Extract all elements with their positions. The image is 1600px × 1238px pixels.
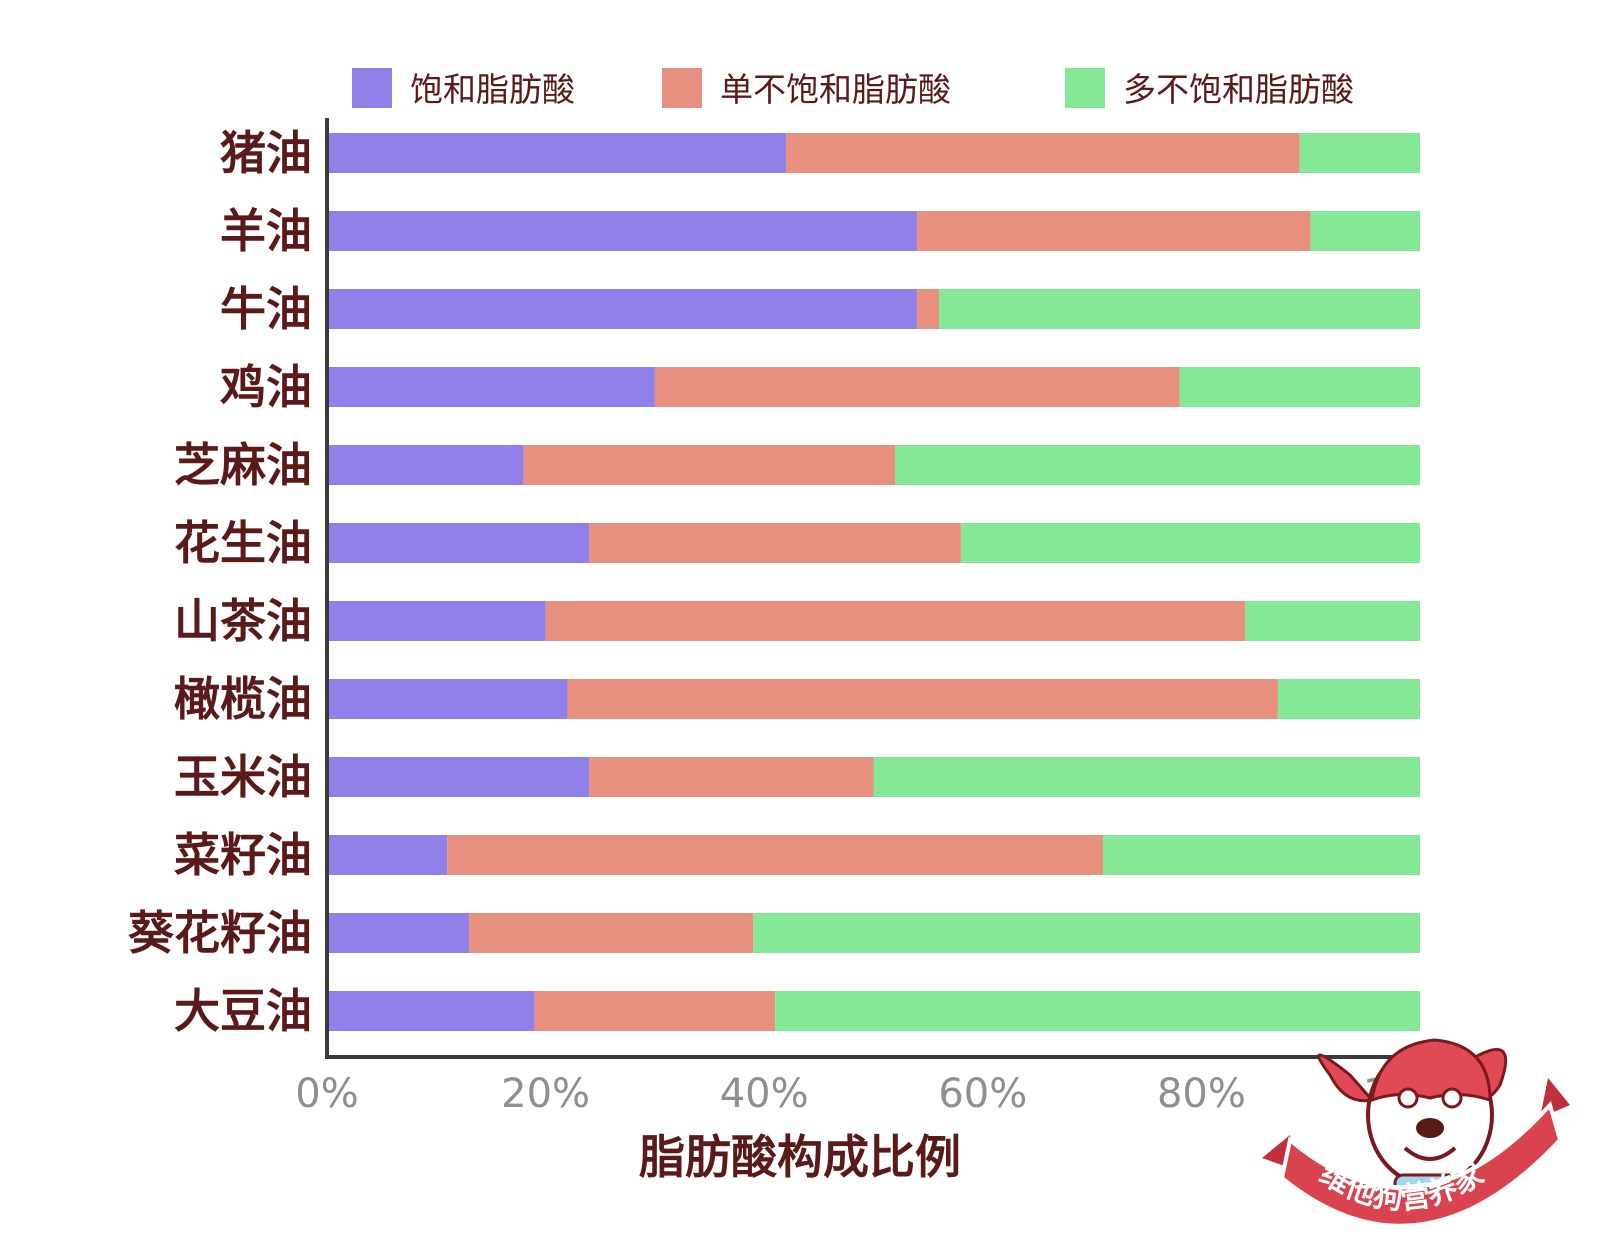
bar-segment bbox=[545, 601, 1246, 641]
bar-segment bbox=[786, 133, 1300, 173]
bar-segment bbox=[873, 757, 1420, 797]
x-tick-label: 20% bbox=[501, 1071, 590, 1117]
bar-segment bbox=[1245, 601, 1420, 641]
category-label: 山茶油 bbox=[174, 594, 312, 648]
bar-segment bbox=[939, 289, 1420, 329]
bar-segment bbox=[469, 913, 754, 953]
bar-segment bbox=[327, 679, 568, 719]
category-label: 橄榄油 bbox=[174, 672, 312, 726]
dog-mascot-icon bbox=[1262, 1038, 1570, 1207]
category-label: 芝麻油 bbox=[174, 438, 312, 492]
legend-label: 多不饱和脂肪酸 bbox=[1123, 70, 1354, 109]
legend-swatch bbox=[1065, 68, 1105, 108]
x-tick-label: 80% bbox=[1157, 1071, 1246, 1117]
bar-segment bbox=[523, 445, 896, 485]
bar-segment bbox=[589, 757, 874, 797]
bar-segment bbox=[327, 445, 524, 485]
x-axis-title: 脂肪酸构成比例 bbox=[639, 1130, 961, 1184]
bar-segment bbox=[917, 211, 1311, 251]
bar-segment bbox=[1103, 835, 1420, 875]
bar-segment bbox=[917, 289, 940, 329]
legend-swatch bbox=[352, 68, 392, 108]
bar-segment bbox=[327, 523, 590, 563]
bar-segment bbox=[567, 679, 1278, 719]
category-label: 牛油 bbox=[220, 282, 312, 336]
category-label: 菜籽油 bbox=[174, 828, 312, 882]
category-label: 花生油 bbox=[174, 516, 312, 570]
x-tick-label: 0% bbox=[295, 1071, 358, 1117]
bar-segment bbox=[327, 211, 918, 251]
bars bbox=[327, 133, 1420, 1031]
bar-segment bbox=[327, 991, 535, 1031]
x-tick-label: 40% bbox=[720, 1071, 809, 1117]
bar-segment bbox=[327, 757, 590, 797]
ribbon bbox=[1279, 1100, 1563, 1228]
category-label: 猪油 bbox=[220, 126, 312, 180]
legend-label: 单不饱和脂肪酸 bbox=[720, 70, 951, 109]
x-tick-labels: 0%20%40%60%80%100% bbox=[295, 1071, 1477, 1117]
bar-segment bbox=[1299, 133, 1420, 173]
category-label: 羊油 bbox=[220, 204, 312, 258]
watermark: 维他狗营养家 bbox=[1262, 1038, 1570, 1228]
bar-segment bbox=[327, 913, 470, 953]
bar-segment bbox=[753, 913, 1420, 953]
bar-segment bbox=[895, 445, 1420, 485]
bar-segment bbox=[447, 835, 1104, 875]
bar-segment bbox=[960, 523, 1420, 563]
legend-swatch bbox=[662, 68, 702, 108]
bar-segment bbox=[1310, 211, 1420, 251]
bar-segment bbox=[327, 133, 787, 173]
bar-segment bbox=[327, 289, 918, 329]
bar-segment bbox=[1277, 679, 1420, 719]
bar-segment bbox=[534, 991, 776, 1031]
category-label: 葵花籽油 bbox=[128, 906, 312, 960]
bar-segment bbox=[327, 601, 546, 641]
bar-segment bbox=[327, 835, 448, 875]
bar-segment bbox=[589, 523, 961, 563]
legend-label: 饱和脂肪酸 bbox=[410, 70, 575, 109]
x-tick-label: 60% bbox=[938, 1071, 1027, 1117]
bar-segment bbox=[1179, 367, 1420, 407]
bar-segment bbox=[654, 367, 1180, 407]
category-label: 玉米油 bbox=[174, 750, 312, 804]
category-label: 大豆油 bbox=[174, 984, 312, 1038]
category-label: 鸡油 bbox=[220, 360, 312, 414]
legend: 饱和脂肪酸 单不饱和脂肪酸 多不饱和脂肪酸 bbox=[352, 68, 1354, 109]
bar-segment bbox=[327, 367, 655, 407]
bar-segment bbox=[775, 991, 1420, 1031]
